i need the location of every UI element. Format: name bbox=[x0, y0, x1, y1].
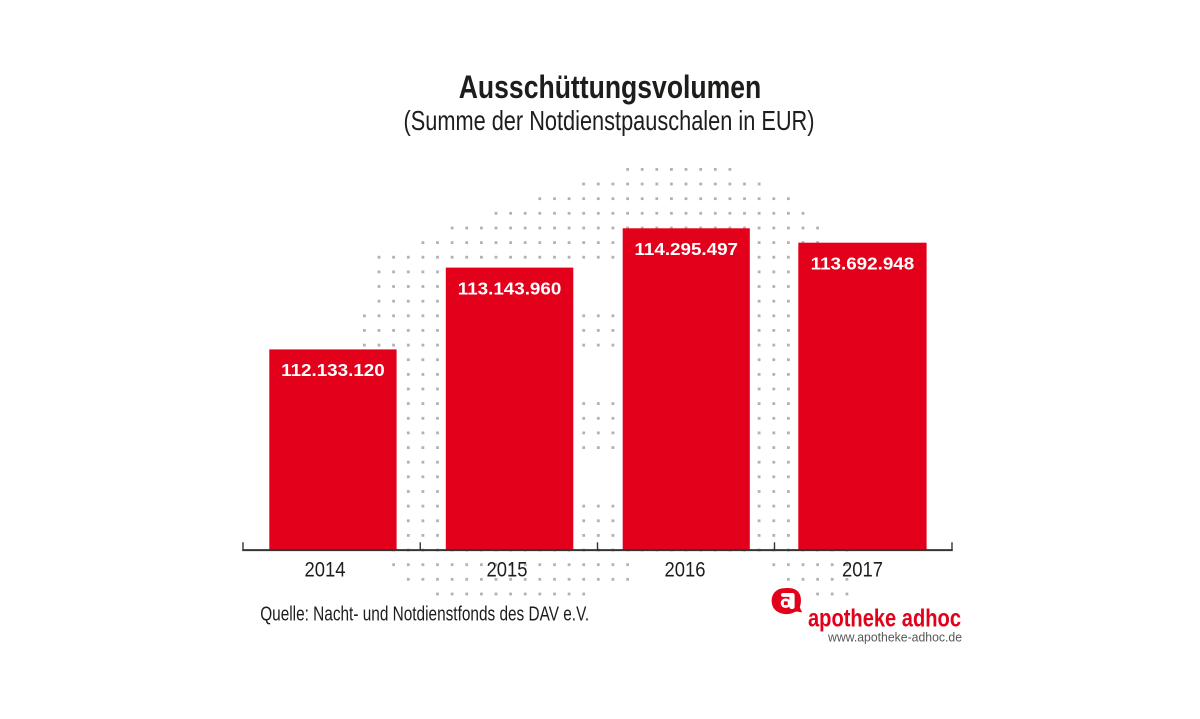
svg-text:114.295.497: 114.295.497 bbox=[635, 239, 739, 259]
svg-text:2015: 2015 bbox=[487, 557, 528, 581]
svg-text:2014: 2014 bbox=[305, 557, 346, 581]
svg-text:113.692.948: 113.692.948 bbox=[811, 254, 915, 274]
svg-text:www.apotheke-adhoc.de: www.apotheke-adhoc.de bbox=[827, 629, 962, 644]
svg-text:113.143.960: 113.143.960 bbox=[458, 278, 562, 298]
svg-text:112.133.120: 112.133.120 bbox=[281, 360, 385, 380]
svg-text:2016: 2016 bbox=[665, 557, 706, 581]
svg-text:Ausschüttungsvolumen: Ausschüttungsvolumen bbox=[459, 69, 762, 105]
svg-text:apotheke adhoc: apotheke adhoc bbox=[808, 605, 961, 633]
svg-text:2017: 2017 bbox=[842, 557, 883, 581]
svg-text:Quelle: Nacht- und Notdienstfo: Quelle: Nacht- und Notdienstfonds des DA… bbox=[260, 604, 589, 626]
svg-text:(Summe der Notdienstpauschalen: (Summe der Notdienstpauschalen in EUR) bbox=[404, 105, 815, 136]
